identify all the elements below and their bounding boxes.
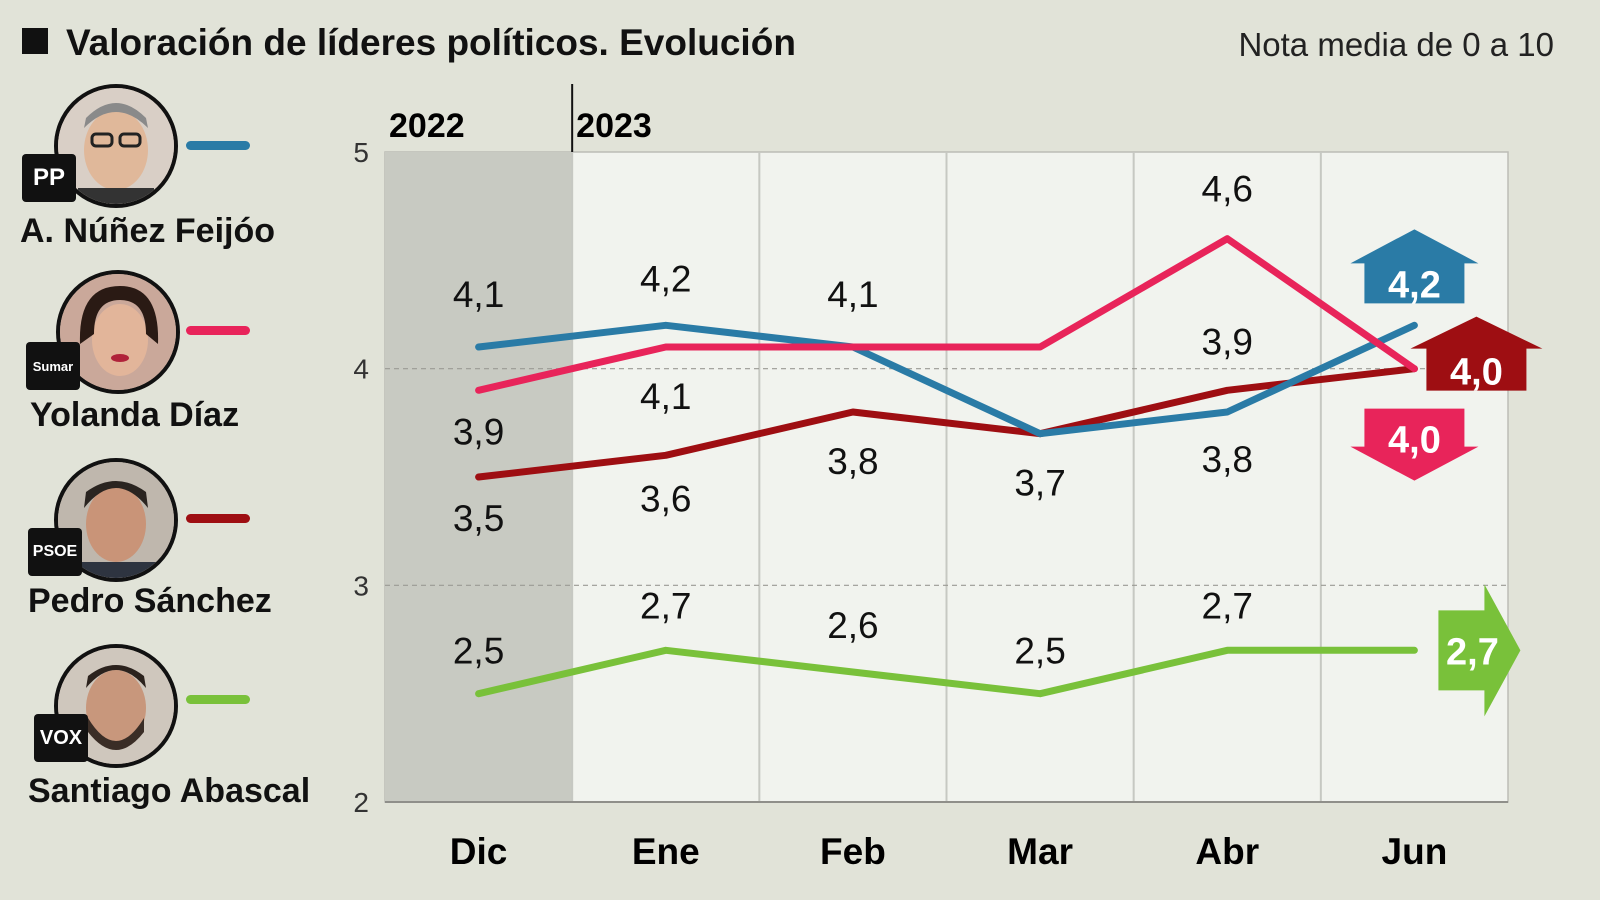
chart-title: Valoración de líderes políticos. Evoluci…: [66, 22, 796, 63]
data-label: 3,8: [827, 441, 878, 482]
y-tick-label: 3: [353, 570, 369, 601]
title-square-icon: [22, 28, 48, 54]
final-value-arrow: [1350, 229, 1479, 304]
x-tick-label: Mar: [1007, 831, 1073, 872]
data-label: 3,9: [1202, 321, 1253, 362]
y-tick-label: 2: [353, 787, 369, 818]
data-label: 2,7: [1202, 585, 1253, 626]
y-tick-label: 4: [353, 354, 369, 385]
final-value-label: 4,0: [1450, 352, 1503, 394]
x-tick-label: Ene: [632, 831, 700, 872]
data-label: 4,6: [1202, 169, 1253, 210]
series-line: [475, 646, 1418, 698]
final-value-arrow: [1350, 408, 1479, 481]
data-label: 3,9: [453, 411, 504, 452]
final-value-arrow: [1410, 316, 1543, 391]
avatar: [54, 644, 178, 768]
series-line: [475, 235, 1418, 394]
leader-name: A. Núñez Feijóo: [20, 212, 275, 250]
legend-item-feijoo: PP A. Núñez Feijóo: [0, 82, 330, 272]
data-label: 2,7: [640, 585, 691, 626]
legend-line-swatch: [186, 141, 250, 150]
leader-name: Santiago Abascal: [28, 772, 311, 810]
vox-logo-icon: VOX: [34, 714, 88, 762]
data-label: 4,1: [640, 376, 691, 417]
data-label: 4,2: [640, 258, 691, 299]
avatar: [54, 458, 178, 582]
year-label: 2022: [389, 107, 465, 145]
data-label: 2,5: [1014, 631, 1065, 672]
legend-item-sanchez: PSOE Pedro Sánchez: [0, 458, 330, 648]
legend-line-swatch: [186, 695, 250, 704]
final-value-label: 4,2: [1388, 264, 1441, 306]
leader-name: Yolanda Díaz: [30, 396, 240, 434]
year-label: 2023: [576, 107, 652, 145]
data-label: 3,8: [1202, 439, 1253, 480]
data-label: 4,1: [827, 274, 878, 315]
series-line: [475, 365, 1418, 481]
data-label: 3,6: [640, 478, 691, 519]
legend-item-abascal: VOX Santiago Abascal: [0, 644, 330, 834]
data-label: 2,6: [827, 605, 878, 646]
title-bar: Valoración de líderes políticos. Evoluci…: [22, 14, 1562, 64]
x-tick-label: Dic: [450, 831, 508, 872]
pp-logo-icon: PP: [22, 154, 76, 202]
final-value-label: 2,7: [1446, 631, 1499, 673]
y-tick-label: 5: [353, 137, 369, 168]
legend-item-diaz: Sumar Yolanda Díaz: [0, 270, 330, 460]
leader-name: Pedro Sánchez: [28, 582, 272, 620]
legend-line-swatch: [186, 326, 250, 335]
data-label: 3,7: [1014, 463, 1065, 504]
avatar: [54, 84, 178, 208]
x-tick-label: Abr: [1195, 831, 1259, 872]
sumar-logo-icon: Sumar: [26, 342, 80, 390]
series-line: [475, 321, 1418, 438]
chart-subtitle: Nota media de 0 a 10: [1238, 26, 1554, 63]
data-label: 4,1: [453, 274, 504, 315]
psoe-logo-icon: PSOE: [28, 528, 82, 576]
final-value-arrow: [1438, 584, 1521, 717]
data-label: 2,5: [453, 631, 504, 672]
x-tick-label: Jun: [1382, 831, 1448, 872]
final-value-label: 4,0: [1388, 420, 1441, 462]
data-label: 3,5: [453, 498, 504, 539]
legend-line-swatch: [186, 514, 250, 523]
x-tick-label: Feb: [820, 831, 886, 872]
